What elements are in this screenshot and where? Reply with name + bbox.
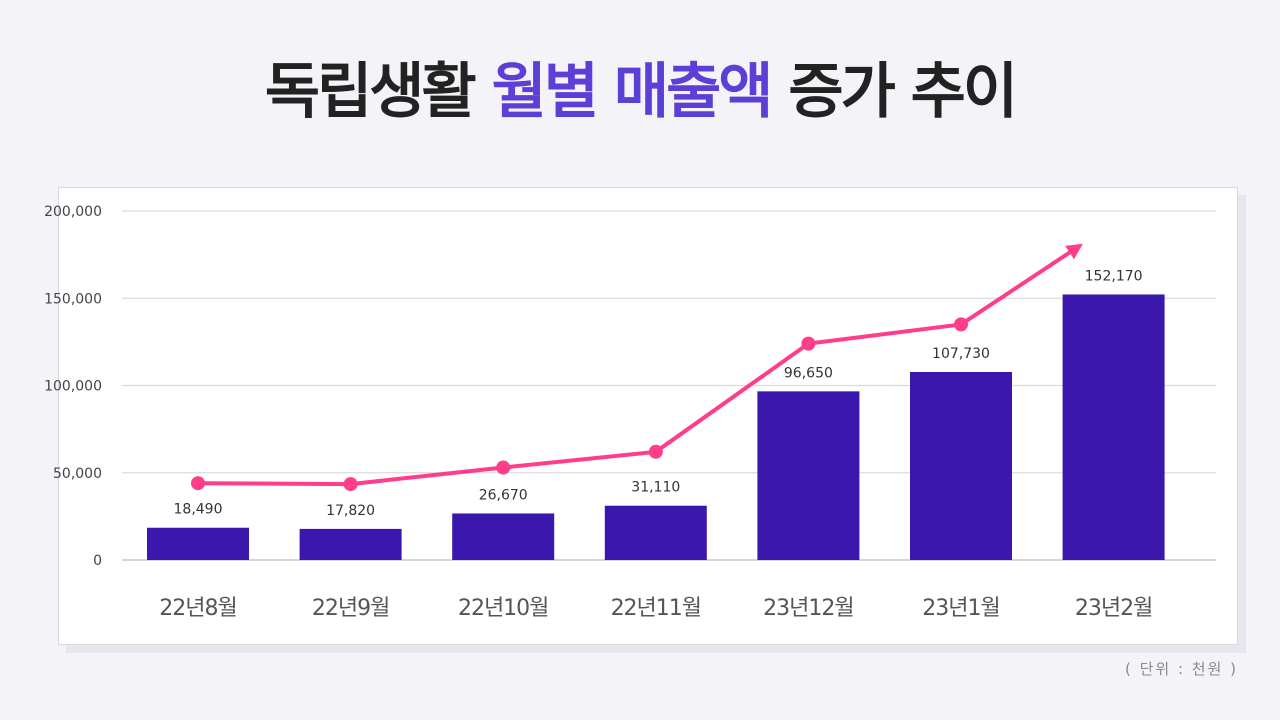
- data-label: 18,490: [174, 502, 223, 518]
- data-label: 17,820: [326, 503, 375, 519]
- bar: [604, 505, 707, 560]
- data-label: 152,170: [1085, 268, 1143, 284]
- data-label: 107,730: [932, 346, 990, 362]
- trend-point: [648, 444, 663, 459]
- bar: [1062, 294, 1165, 560]
- trend-point: [191, 476, 205, 491]
- title-part-3: 증가 추이: [788, 57, 1018, 127]
- x-tick-label: 23년12월: [763, 596, 853, 621]
- bar-series: [147, 294, 1165, 560]
- title-part-1: 독립생활: [264, 57, 477, 127]
- page-title: 독립생활 월별 매출액 증가 추이: [0, 52, 1280, 132]
- data-labels: 18,490 17,820 26,670 31,110 96,650 107,730 152…: [174, 268, 1143, 518]
- x-tick-label: 22년10월: [458, 596, 548, 621]
- x-tick-label: 23년1월: [922, 596, 999, 621]
- bar: [910, 372, 1012, 560]
- y-tick-label: 100,000: [44, 379, 102, 395]
- data-label: 96,650: [784, 365, 833, 381]
- chart-card: [58, 187, 1238, 645]
- title-part-2-highlight: 월별 매출액: [491, 57, 774, 127]
- y-tick-label: 200,000: [44, 204, 102, 220]
- data-label: 31,110: [631, 480, 680, 496]
- trend-line-arrow: [191, 243, 1083, 492]
- bar: [452, 513, 555, 560]
- trend-point: [954, 317, 968, 332]
- trend-point: [343, 477, 358, 492]
- x-tick-label: 22년8월: [159, 596, 236, 621]
- trend-point: [801, 336, 816, 351]
- data-label: 26,670: [479, 487, 528, 503]
- y-tick-label: 50,000: [53, 466, 102, 482]
- bar: [147, 527, 249, 560]
- unit-note: ( 단위 : 천원 ): [1124, 660, 1238, 678]
- x-tick-label: 22년9월: [312, 596, 389, 621]
- y-tick-label: 150,000: [44, 291, 102, 307]
- trend-arrowhead: [1065, 243, 1083, 260]
- x-tick-label: 23년2월: [1075, 596, 1152, 621]
- x-axis-ticks: 22년8월 22년9월 22년10월 22년11월 23년12월 23년1월 23년2월: [159, 596, 1153, 621]
- trend-point: [496, 460, 511, 475]
- x-tick-label: 22년11월: [611, 596, 701, 621]
- bar: [299, 528, 402, 560]
- y-axis-ticks: 0 50,000 100,000 150,000 200,000: [44, 204, 102, 569]
- bar: [757, 391, 860, 560]
- y-tick-label: 0: [93, 553, 102, 569]
